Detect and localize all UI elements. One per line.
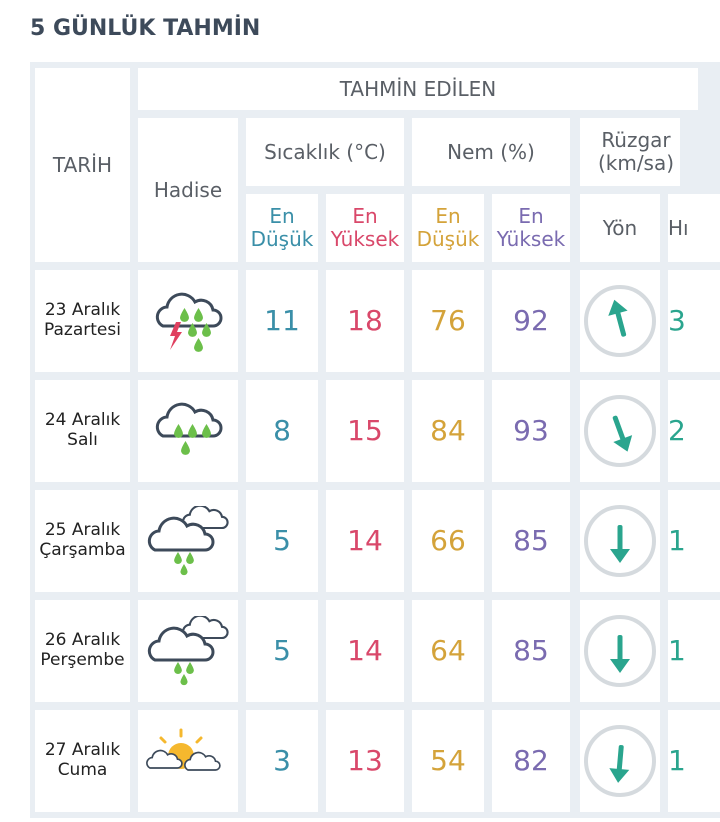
weekday: Çarşamba (39, 540, 126, 560)
value: 5 (246, 490, 318, 592)
wind-speed: 1 (668, 600, 720, 702)
value: 64 (412, 600, 484, 702)
wind-direction-cell (580, 710, 660, 812)
wind-arrow (584, 285, 656, 357)
value: 54 (412, 710, 484, 812)
value: 76 (412, 270, 484, 372)
value: 66 (412, 490, 484, 592)
wind-arrow (584, 395, 656, 467)
wind-direction-cell (580, 600, 660, 702)
value: 15 (326, 380, 404, 482)
group-header: TAHMİN EDİLEN (138, 68, 698, 110)
date-cell: 26 Aralık Perşembe (35, 600, 130, 702)
wind-header: Rüzgar (km/sa) (580, 118, 680, 186)
date-header: TARİH (35, 68, 130, 262)
wind-direction-cell (580, 380, 660, 482)
event-header: Hadise (138, 118, 238, 262)
page-title: 5 GÜNLÜK TAHMİN (30, 16, 261, 41)
value: 13 (326, 710, 404, 812)
weather-icon-cell (138, 490, 238, 592)
wind-arrow (584, 505, 656, 577)
value: 92 (492, 270, 570, 372)
weather-icon-cell (138, 600, 238, 702)
sub-header: En Düşük (412, 194, 484, 262)
value: 11 (246, 270, 318, 372)
value: 18 (326, 270, 404, 372)
wind-speed: 1 (668, 710, 720, 812)
date: 23 Aralık (44, 300, 121, 321)
value: 14 (326, 490, 404, 592)
value: 14 (326, 600, 404, 702)
date: 24 Aralık (44, 410, 121, 431)
value: 84 (412, 380, 484, 482)
value: 85 (492, 600, 570, 702)
wind-speed: 3 (668, 270, 720, 372)
wind-arrow (584, 725, 656, 797)
weather-icon (143, 396, 233, 466)
date-cell: 23 Aralık Pazartesi (35, 270, 130, 372)
sub-header: En Yüksek (326, 194, 404, 262)
date: 26 Aralık (44, 630, 121, 651)
weather-icon (143, 286, 233, 356)
weather-icon (143, 506, 233, 576)
temp-header: Sıcaklık (°C) (246, 118, 404, 186)
forecast-table: TAHMİN EDİLEN TARİH Hadise Sıcaklık (°C) Nem… (30, 62, 720, 818)
weather-icon (143, 616, 233, 686)
value: 8 (246, 380, 318, 482)
weekday: Pazartesi (44, 320, 121, 340)
weekday: Salı (67, 430, 98, 450)
sub-header: En Düşük (246, 194, 318, 262)
value: 85 (492, 490, 570, 592)
wind-arrow (584, 615, 656, 687)
weather-icon-cell (138, 710, 238, 812)
direction-header: Yön (580, 194, 660, 262)
value: 93 (492, 380, 570, 482)
value: 82 (492, 710, 570, 812)
weekday: Perşembe (40, 650, 125, 670)
wind-speed: 2 (668, 380, 720, 482)
wind-direction-cell (580, 490, 660, 592)
date: 25 Aralık (44, 520, 121, 541)
date-cell: 27 Aralık Cuma (35, 710, 130, 812)
speed-header: Hı (668, 194, 720, 262)
weather-icon (143, 726, 233, 796)
value: 3 (246, 710, 318, 812)
wind-speed: 1 (668, 490, 720, 592)
wind-direction-cell (580, 270, 660, 372)
weekday: Cuma (57, 760, 108, 780)
weather-icon-cell (138, 270, 238, 372)
sub-header: En Yüksek (492, 194, 570, 262)
date-cell: 25 Aralık Çarşamba (35, 490, 130, 592)
humidity-header: Nem (%) (412, 118, 570, 186)
value: 5 (246, 600, 318, 702)
weather-icon-cell (138, 380, 238, 482)
date-cell: 24 Aralık Salı (35, 380, 130, 482)
date: 27 Aralık (44, 740, 121, 761)
